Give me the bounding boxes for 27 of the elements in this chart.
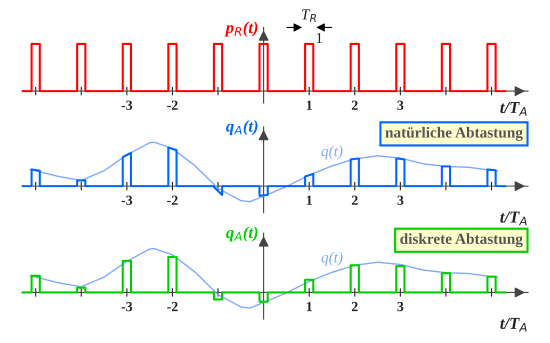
chart-title: natürliche Abtastung	[385, 126, 523, 141]
x-tick-label: 3	[397, 196, 404, 205]
x-tick-label: -2	[167, 302, 178, 312]
x-tick-label: 1	[306, 196, 312, 205]
x-axis-title: t/T$_{A}$	[500, 212, 527, 226]
x-tick-label: -2	[167, 100, 178, 110]
x-tick-label: -3	[122, 100, 132, 110]
x-axis-title: t/T$_{A}$	[500, 102, 527, 116]
x-tick-label: 2	[352, 100, 358, 110]
y-axis-title: q$_{A}$(t)	[226, 120, 258, 136]
series-label: q(t)	[321, 252, 343, 266]
x-tick-label: 3	[397, 302, 404, 312]
text: 1	[316, 32, 322, 44]
series-label: q(t)	[321, 146, 343, 160]
x-axis-title: t/T$_{A}$	[500, 318, 527, 332]
x-tick-label: -3	[122, 196, 132, 205]
x-tick-label: -2	[167, 196, 178, 205]
text: T$_{R}$	[302, 9, 316, 22]
x-tick-label: 2	[352, 196, 358, 205]
x-tick-label: 1	[306, 302, 312, 312]
y-axis-title: p$_{R}$(t)	[224, 21, 258, 37]
x-tick-label: -3	[122, 302, 132, 312]
y-axis-title: q$_{A}$(t)	[226, 226, 258, 242]
x-tick-label: 3	[397, 100, 404, 110]
x-tick-label: 1	[306, 100, 312, 110]
chart-title: diskrete Abtastung	[400, 233, 523, 248]
x-tick-label: 2	[352, 302, 358, 312]
